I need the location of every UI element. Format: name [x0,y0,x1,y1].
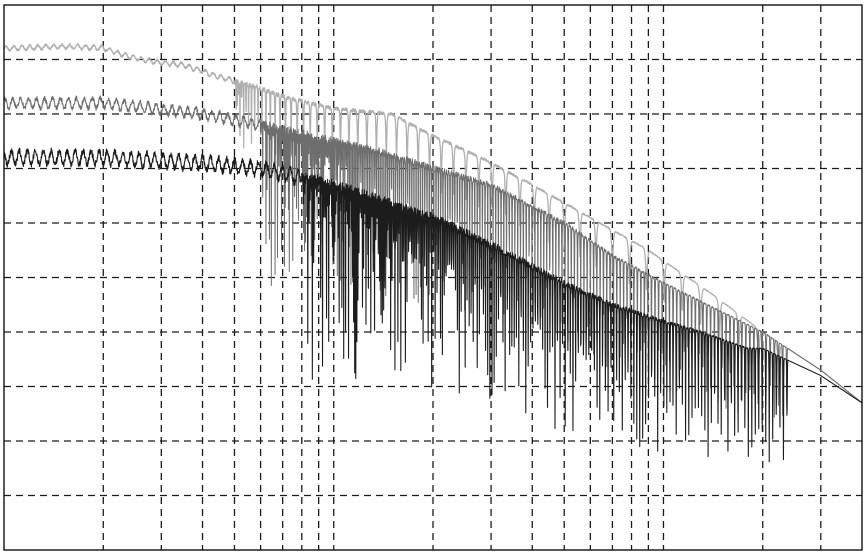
vertical-grid-lines [102,5,822,550]
series-layer [3,42,863,463]
series-line-3 [3,147,863,463]
series-line-2 [3,95,863,423]
plot-frame [3,4,863,551]
